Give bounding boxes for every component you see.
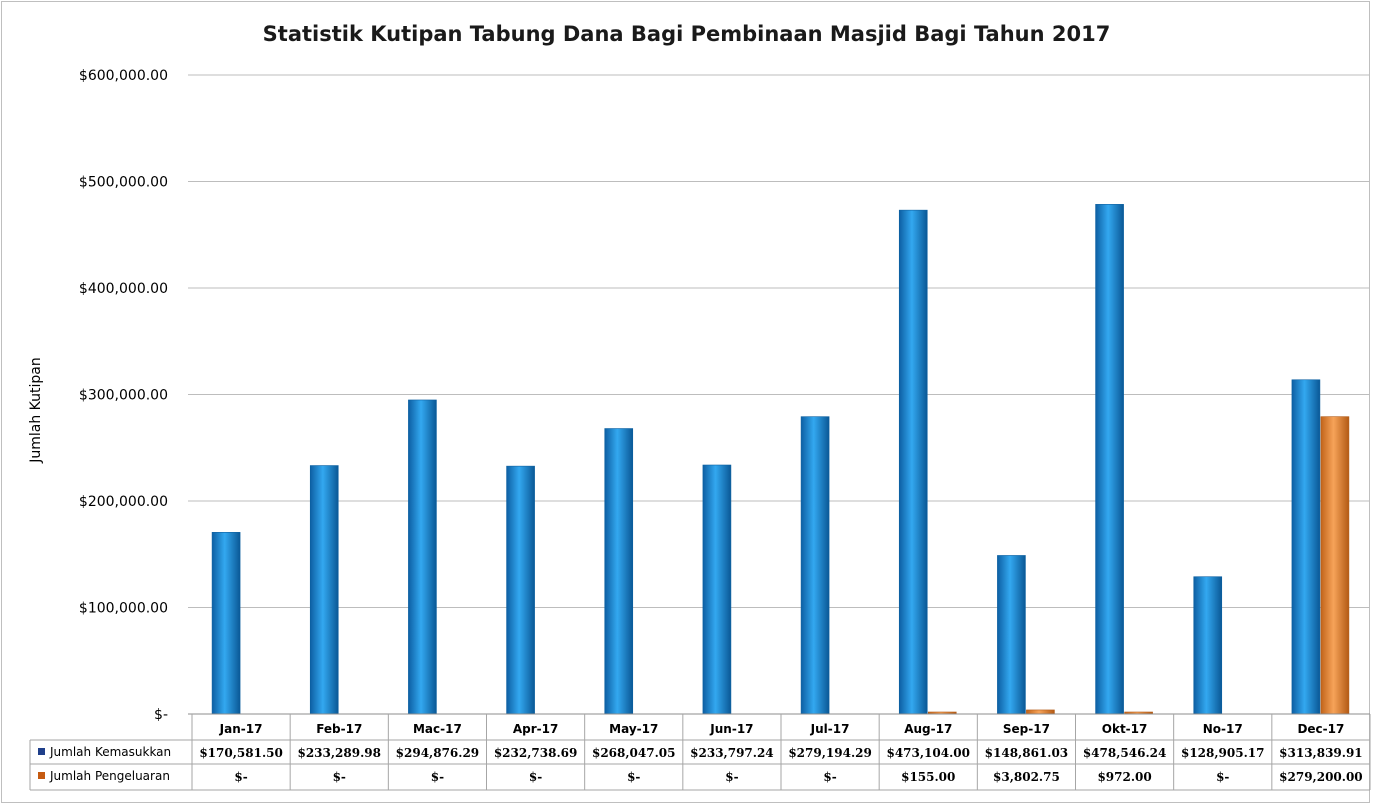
chart-title: Statistik Kutipan Tabung Dana Bagi Pembi… <box>262 22 1111 46</box>
data-table-cell: $279,194.29 <box>788 746 872 760</box>
data-table-cell: $148,861.03 <box>985 746 1069 760</box>
bar-pengeluaran <box>1026 709 1055 715</box>
data-table-cell: $972.00 <box>1097 770 1151 784</box>
bar-kemasukkan <box>1193 576 1223 715</box>
data-table-cell: $3,802.75 <box>993 770 1060 784</box>
y-tick-label: $300,000.00 <box>79 388 168 404</box>
y-tick-label: $500,000.00 <box>79 175 168 191</box>
bar-kemasukkan <box>604 428 634 715</box>
data-table-cell: $478,546.24 <box>1083 746 1167 760</box>
data-table-cell: $279,200.00 <box>1279 770 1363 784</box>
x-tick-label: May-17 <box>609 722 658 736</box>
legend-entry: Jumlah Kemasukkan <box>49 745 171 759</box>
x-tick-label: Apr-17 <box>513 722 558 736</box>
data-table-cell: $232,738.69 <box>494 746 578 760</box>
x-tick-label: Mac-17 <box>413 722 462 736</box>
bar-kemasukkan <box>898 209 928 715</box>
data-table-cell: $473,104.00 <box>886 746 970 760</box>
x-tick-label: Sep-17 <box>1003 722 1050 736</box>
data-table-cell: $- <box>333 770 346 784</box>
x-tick-label: Okt-17 <box>1102 722 1148 736</box>
bar-kemasukkan <box>800 416 830 715</box>
y-tick-label: $- <box>154 707 168 723</box>
x-tick-label: No-17 <box>1203 722 1243 736</box>
x-tick-label: Jul-17 <box>810 722 850 736</box>
bar-kemasukkan <box>702 464 732 715</box>
bar-kemasukkan <box>1291 379 1321 715</box>
x-tick-label: Feb-17 <box>316 722 362 736</box>
data-table-cell: $- <box>725 770 738 784</box>
bar-kemasukkan <box>1095 204 1124 715</box>
data-table-cell: $233,797.24 <box>690 746 774 760</box>
data-table-cell: $128,905.17 <box>1181 746 1265 760</box>
legend-swatch <box>38 772 45 779</box>
data-table-cell: $233,289.98 <box>297 746 381 760</box>
bar-kemasukkan <box>997 555 1026 715</box>
y-tick-label: $100,000.00 <box>79 601 168 617</box>
legend-entry: Jumlah Pengeluaran <box>49 769 170 783</box>
data-table-cell: $170,581.50 <box>199 746 283 760</box>
y-tick-label: $200,000.00 <box>79 494 168 510</box>
y-tick-label: $400,000.00 <box>79 281 168 297</box>
data-table-cell: $268,047.05 <box>592 746 676 760</box>
x-tick-label: Aug-17 <box>904 722 952 736</box>
data-table-cell: $313,839.91 <box>1279 746 1363 760</box>
bar-kemasukkan <box>408 399 437 715</box>
x-tick-label: Jun-17 <box>709 722 753 736</box>
data-table-cell: $294,876.29 <box>396 746 480 760</box>
data-table-cell: $155.00 <box>901 770 955 784</box>
data-table-cell: $- <box>431 770 444 784</box>
legend-swatch <box>38 748 45 755</box>
bar-kemasukkan <box>309 465 339 715</box>
bar-pengeluaran <box>1320 416 1350 715</box>
bar-kemasukkan <box>506 465 535 715</box>
bar-kemasukkan <box>211 532 241 715</box>
data-table-cell: $- <box>627 770 640 784</box>
y-tick-label: $600,000.00 <box>79 68 168 84</box>
x-tick-label: Dec-17 <box>1297 722 1344 736</box>
data-table-cell: $- <box>823 770 836 784</box>
data-table-cell: $- <box>1216 770 1229 784</box>
x-tick-label: Jan-17 <box>219 722 263 736</box>
data-table-cell: $- <box>529 770 542 784</box>
data-table-cell: $- <box>234 770 247 784</box>
